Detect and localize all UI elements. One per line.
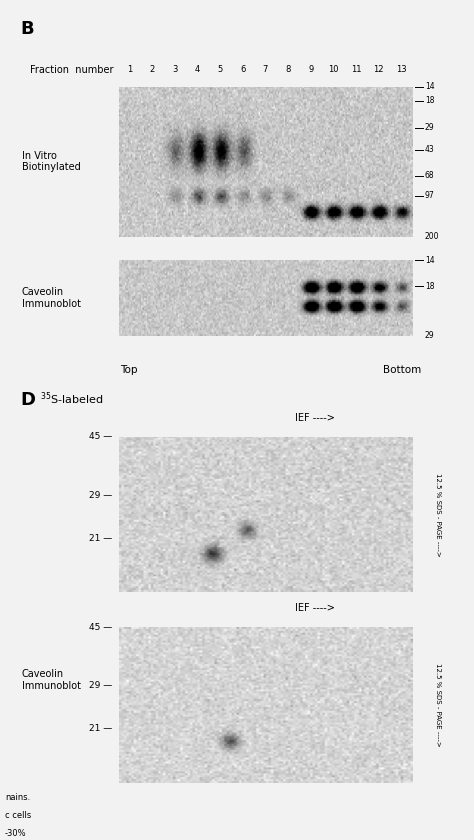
Text: nains.: nains. <box>5 793 30 802</box>
Text: 45 —: 45 — <box>89 433 112 441</box>
Text: 68: 68 <box>425 171 435 181</box>
Text: D: D <box>20 391 35 408</box>
Text: 10: 10 <box>328 66 338 75</box>
Text: 9: 9 <box>308 66 313 75</box>
Text: 29: 29 <box>425 123 435 132</box>
Text: 14: 14 <box>425 82 435 91</box>
Text: 5: 5 <box>218 66 223 75</box>
Text: Bottom: Bottom <box>383 365 421 375</box>
Text: Fraction  number: Fraction number <box>30 65 113 75</box>
Text: 29 —: 29 — <box>89 491 112 500</box>
Text: 43: 43 <box>425 145 435 155</box>
Text: 7: 7 <box>263 66 268 75</box>
Text: 97: 97 <box>425 192 435 201</box>
Text: 45 —: 45 — <box>89 623 112 632</box>
Text: Top: Top <box>120 365 137 375</box>
Text: In Vitro
Biotinylated: In Vitro Biotinylated <box>22 151 81 172</box>
Text: Caveolin
Immunoblot: Caveolin Immunoblot <box>22 669 81 691</box>
Text: 29: 29 <box>425 332 435 340</box>
Text: 1: 1 <box>127 66 132 75</box>
Text: 8: 8 <box>285 66 291 75</box>
Text: 4: 4 <box>195 66 200 75</box>
Text: 14: 14 <box>425 256 435 265</box>
Text: 18: 18 <box>425 97 435 105</box>
Text: B: B <box>20 20 34 38</box>
Text: 12: 12 <box>373 66 384 75</box>
Text: 11: 11 <box>351 66 361 75</box>
Text: IEF ---->: IEF ----> <box>295 603 335 613</box>
Text: $^{35}$S-labeled: $^{35}$S-labeled <box>40 391 103 407</box>
Text: -30%: -30% <box>5 829 27 837</box>
Text: 21 —: 21 — <box>89 533 112 543</box>
Text: 29 —: 29 — <box>89 681 112 690</box>
Text: Caveolin
Immunoblot: Caveolin Immunoblot <box>22 287 81 309</box>
Text: IEF ---->: IEF ----> <box>295 412 335 423</box>
Text: 200: 200 <box>425 233 439 241</box>
Text: 12.5 % SDS - PAGE ---->: 12.5 % SDS - PAGE ----> <box>436 473 441 556</box>
Text: 2: 2 <box>150 66 155 75</box>
Text: c cells: c cells <box>5 811 31 820</box>
Text: 6: 6 <box>240 66 246 75</box>
Text: 13: 13 <box>396 66 406 75</box>
Text: 3: 3 <box>173 66 178 75</box>
Text: 21 —: 21 — <box>89 724 112 733</box>
Text: 12.5 % SDS - PAGE ---->: 12.5 % SDS - PAGE ----> <box>436 664 441 747</box>
Text: 18: 18 <box>425 282 435 291</box>
